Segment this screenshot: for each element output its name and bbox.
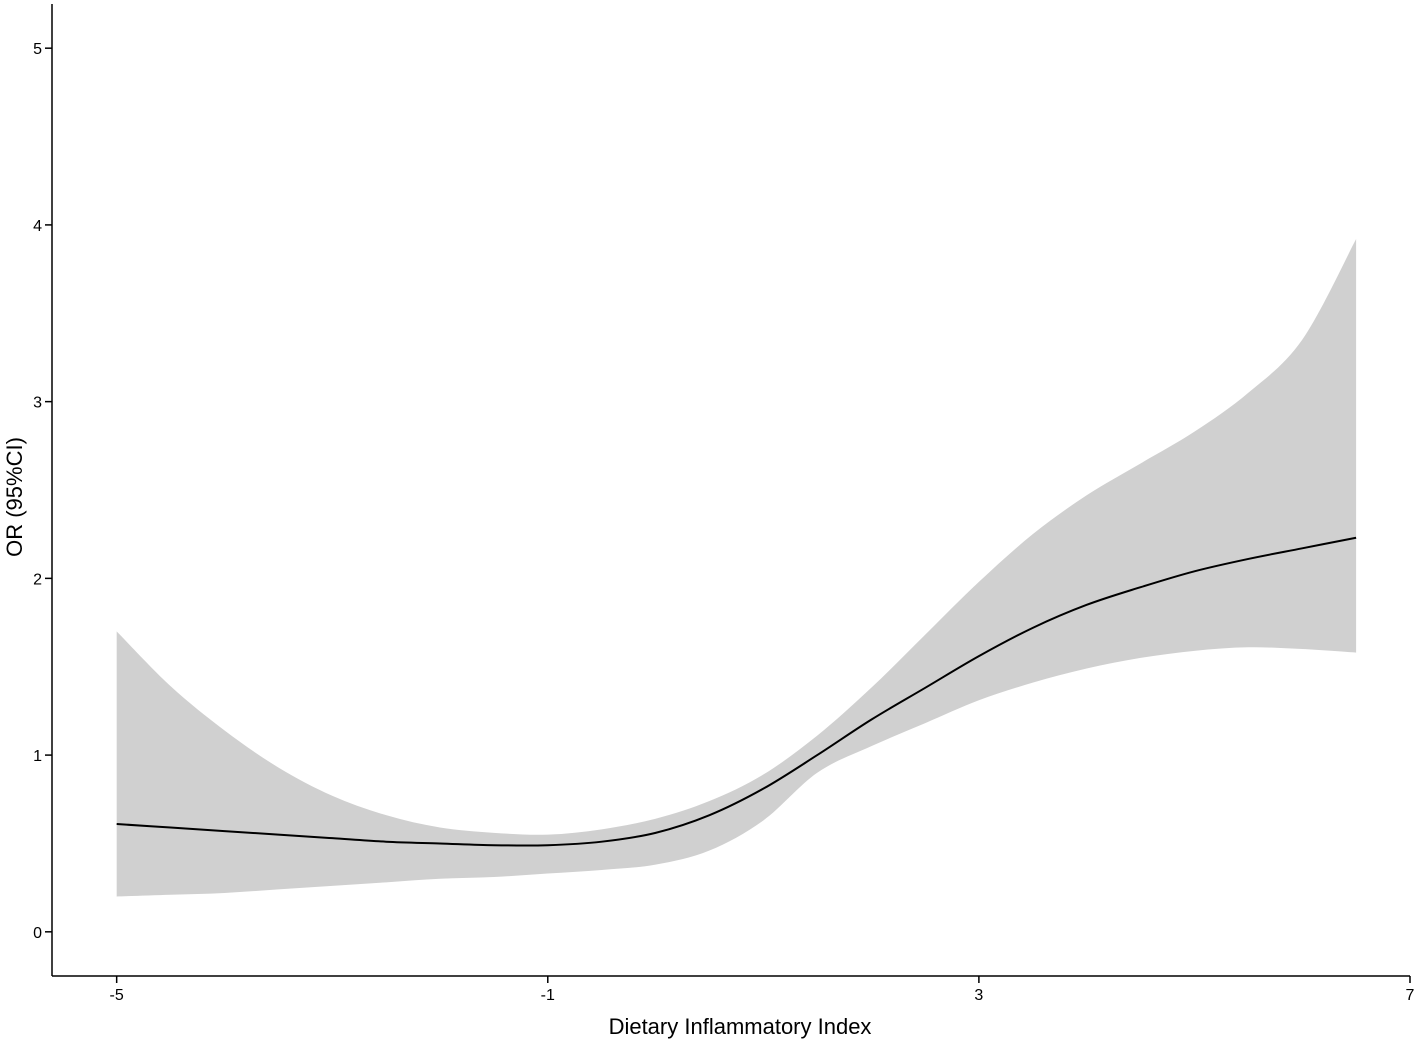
or-curve-line: [116, 536, 1357, 847]
confidence-band: [116, 239, 1357, 897]
plot-area: [116, 239, 1357, 897]
x-tick-label: -1: [541, 987, 555, 1004]
x-tick-label: 7: [1406, 987, 1415, 1004]
y-tick-label: 5: [33, 41, 42, 58]
axes: [51, 4, 1410, 977]
y-tick-label: 2: [33, 571, 42, 588]
y-tick-label: 4: [33, 218, 42, 235]
y-axis-title: OR (95%CI): [2, 437, 27, 557]
y-tick-label: 0: [33, 925, 42, 942]
x-axis-title: Dietary Inflammatory Index: [609, 1014, 872, 1039]
y-tick-label: 1: [33, 748, 42, 765]
x-tick-label: -5: [110, 987, 124, 1004]
x-tick-label: 3: [974, 987, 983, 1004]
ticks: -5 -1 3 7 0 1 2 3 4 5: [33, 41, 1414, 1004]
y-tick-label: 3: [33, 395, 42, 412]
